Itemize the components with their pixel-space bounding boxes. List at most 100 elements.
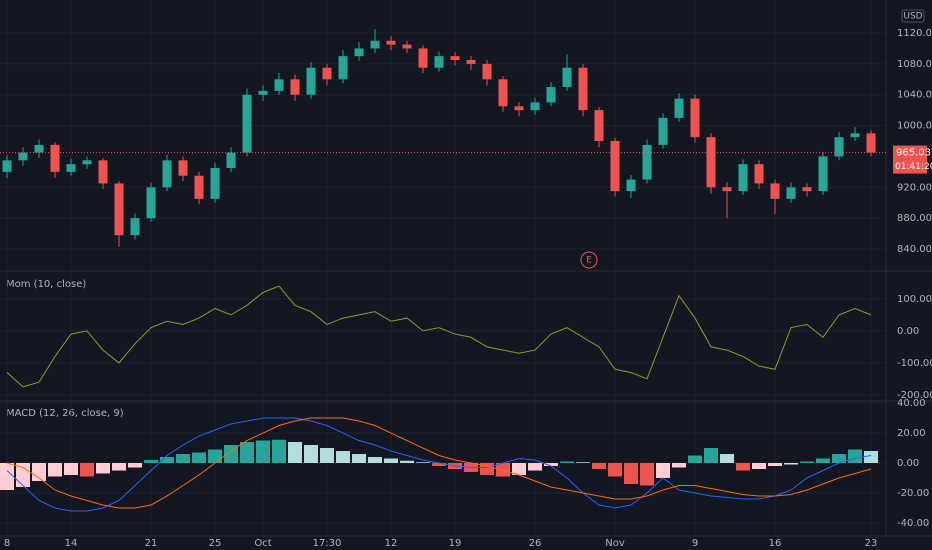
candle-body <box>642 144 652 180</box>
candle-body <box>850 133 860 138</box>
histogram-bar <box>384 458 398 464</box>
candle-body <box>674 98 684 118</box>
y-tick-label: 840.00 <box>897 244 932 255</box>
x-tick-label: 12 <box>385 538 398 549</box>
histogram-bar <box>400 460 414 464</box>
candle-body <box>498 79 508 107</box>
histogram-bar <box>496 463 510 477</box>
candle-body <box>578 67 588 111</box>
histogram-bar <box>320 448 334 464</box>
candle-body <box>434 56 444 68</box>
countdown-box <box>893 159 927 174</box>
earnings-marker[interactable] <box>580 251 598 269</box>
candle-body <box>418 48 428 68</box>
histogram-bar <box>512 463 526 475</box>
x-tick-label: Nov <box>605 538 625 549</box>
candle-body <box>450 56 460 61</box>
candle-body <box>626 179 636 192</box>
candle-body <box>338 56 348 80</box>
y-tick-label: -200.00 <box>897 390 932 401</box>
candle-body <box>722 187 732 192</box>
histogram-bar <box>864 451 878 464</box>
macd-line <box>6 417 872 509</box>
candle-body <box>706 137 716 188</box>
candle-body <box>738 164 748 192</box>
histogram-bar <box>560 461 574 464</box>
candle-body <box>242 94 252 153</box>
x-tick-label: 25 <box>209 538 222 549</box>
histogram-bar <box>576 462 590 464</box>
candle-body <box>754 164 764 184</box>
y-tick-label: 40.00 <box>897 398 926 409</box>
candle-body <box>530 102 540 111</box>
countdown-label: 01:41:20 <box>895 162 932 172</box>
histogram-bar <box>608 463 622 477</box>
histogram-bar <box>672 463 686 468</box>
candle-body <box>146 187 156 219</box>
momentum-line <box>6 285 872 388</box>
histogram-bar <box>528 463 542 471</box>
y-tick-label: 1040.00 <box>897 90 932 101</box>
histogram-bar <box>656 463 670 478</box>
candle-body <box>354 48 364 57</box>
candle-body <box>482 63 492 80</box>
histogram-bar <box>240 442 254 464</box>
candle-body <box>370 40 380 49</box>
candle-body <box>66 164 76 172</box>
histogram-bar <box>736 463 750 471</box>
histogram-bar <box>80 463 94 477</box>
histogram-bar <box>128 463 142 468</box>
candle-body <box>610 141 620 192</box>
histogram-bar <box>48 463 62 477</box>
candle-body <box>658 117 668 145</box>
x-tick-label: 17:30 <box>313 538 342 549</box>
x-tick-label: 9 <box>692 538 698 549</box>
pane-title: Mom (10, close) <box>6 279 86 290</box>
histogram-bar <box>432 463 446 467</box>
earnings-label: E <box>586 256 592 266</box>
candle-body <box>786 187 796 199</box>
candle-body <box>306 67 316 95</box>
candle-body <box>818 156 828 192</box>
last-price-label: 965.03 <box>896 148 931 159</box>
histogram-bar <box>800 461 814 464</box>
macd-line <box>6 417 872 512</box>
candle-body <box>770 183 780 199</box>
y-tick-label: -40.00 <box>897 518 929 529</box>
candle-body <box>226 152 236 169</box>
histogram-bar <box>848 449 862 464</box>
histogram-bar <box>624 463 638 484</box>
candle-body <box>866 133 876 153</box>
histogram-bar <box>768 463 782 467</box>
histogram-bar <box>112 463 126 471</box>
candle-body <box>50 144 60 172</box>
histogram-bar <box>96 463 110 474</box>
y-tick-label: 20.00 <box>897 428 926 439</box>
currency: USD <box>903 12 922 22</box>
histogram-bar <box>288 442 302 464</box>
histogram-bar <box>688 455 702 464</box>
histogram-bar <box>272 439 286 464</box>
y-tick-label: 1000.00 <box>897 121 932 132</box>
x-tick-label: 8 <box>4 538 10 549</box>
y-tick-label: 1120.00 <box>897 28 932 39</box>
x-tick-label: 26 <box>529 538 542 549</box>
candle-body <box>98 160 108 184</box>
histogram-bar <box>368 457 382 464</box>
histogram-bar <box>256 440 270 464</box>
histogram-bar <box>784 463 798 465</box>
candle-body <box>258 90 268 95</box>
candle-body <box>162 160 172 188</box>
y-tick-label: 1080.00 <box>897 59 932 70</box>
histogram-bar <box>16 463 30 487</box>
histogram-bar <box>224 445 238 464</box>
histogram-bar <box>352 454 366 464</box>
candle-body <box>466 60 476 64</box>
candle-body <box>402 44 412 49</box>
histogram-bar <box>160 457 174 464</box>
x-tick-label: 14 <box>65 538 78 549</box>
candle-body <box>386 40 396 45</box>
x-tick-label: Oct <box>254 538 271 549</box>
histogram-bar <box>208 449 222 464</box>
candle-body <box>274 79 284 91</box>
